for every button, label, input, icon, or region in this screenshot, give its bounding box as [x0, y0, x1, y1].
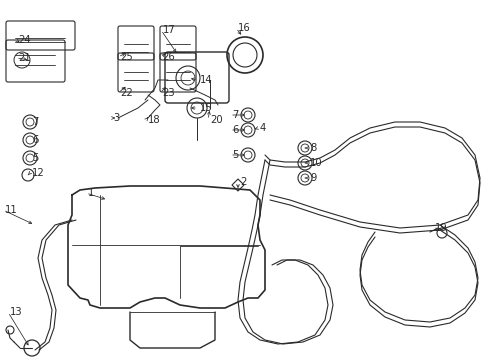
Text: 7: 7: [32, 117, 38, 127]
Text: 5: 5: [32, 153, 38, 163]
Text: 1: 1: [88, 188, 94, 198]
Text: 4: 4: [260, 123, 265, 133]
Text: 9: 9: [309, 173, 316, 183]
Text: 26: 26: [162, 52, 174, 62]
Text: 8: 8: [309, 143, 316, 153]
Text: 22: 22: [120, 88, 132, 98]
Text: 11: 11: [5, 205, 18, 215]
Text: 25: 25: [120, 52, 132, 62]
Text: 10: 10: [309, 158, 322, 168]
Text: 3: 3: [113, 113, 119, 123]
Text: 21: 21: [18, 53, 31, 63]
Text: 20: 20: [209, 115, 222, 125]
Text: 18: 18: [148, 115, 160, 125]
Text: 6: 6: [231, 125, 238, 135]
Text: 6: 6: [32, 135, 38, 145]
Text: 14: 14: [200, 75, 212, 85]
Text: 5: 5: [231, 150, 238, 160]
Text: 2: 2: [240, 177, 246, 187]
Text: 23: 23: [162, 88, 174, 98]
Text: 13: 13: [10, 307, 22, 317]
Text: 16: 16: [238, 23, 250, 33]
Text: 24: 24: [18, 35, 31, 45]
Text: 15: 15: [200, 103, 212, 113]
Text: 17: 17: [163, 25, 175, 35]
Text: 12: 12: [32, 168, 45, 178]
Text: 7: 7: [231, 110, 238, 120]
Text: 19: 19: [434, 223, 447, 233]
